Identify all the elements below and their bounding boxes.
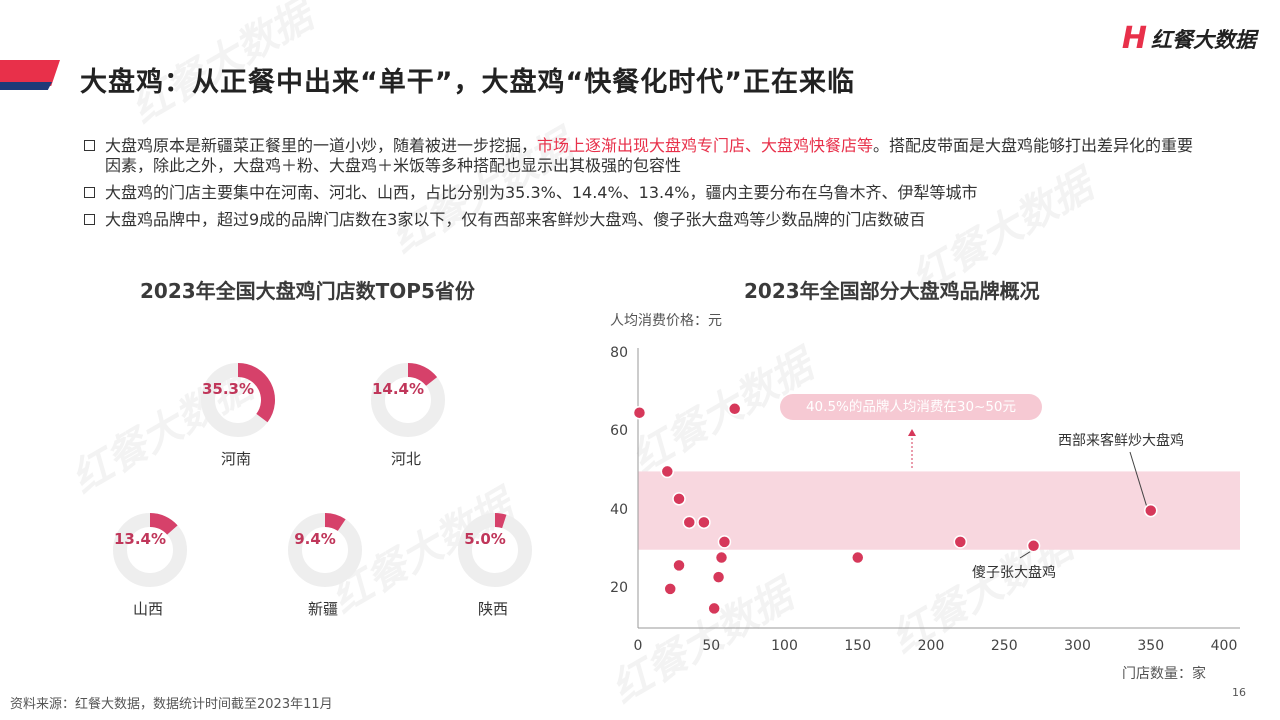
x-tick-label: 50	[702, 638, 721, 654]
scatter-section-title: 2023年全国部分大盘鸡品牌概况	[744, 279, 1040, 303]
scatter-point	[714, 550, 729, 565]
x-tick-label: 250	[990, 638, 1018, 654]
scatter-point	[727, 402, 742, 416]
donut-category-label: 河南	[220, 450, 251, 468]
page-number: 16	[1232, 686, 1246, 699]
scatter-point	[663, 582, 677, 596]
bullet-text: 大盘鸡原本是新疆菜正餐里的一道小炒，随着被进一步挖掘，市场上逐渐出现大盘鸡专门店…	[105, 136, 1194, 175]
donut-arc-0	[237, 363, 275, 423]
scatter-point	[711, 570, 726, 584]
scatter-point	[632, 405, 647, 420]
scatter-point	[697, 515, 711, 530]
band-label-pill: 40.5%的品牌人均消费在30~50元	[780, 394, 1042, 420]
scatter-point	[672, 558, 686, 573]
donut-arc-1	[407, 363, 438, 387]
donut-track	[288, 513, 362, 587]
y-tick-label: 80	[610, 345, 628, 361]
bullet-list: 大盘鸡原本是新疆菜正餐里的一道小炒，随着被进一步挖掘，市场上逐渐出现大盘鸡专门店…	[84, 136, 1204, 237]
bullet-text: 大盘鸡的门店主要集中在河南、河北、山西，占比分别为35.3%、14.4%、13.…	[105, 183, 978, 202]
bullet-item: 大盘鸡品牌中，超过9成的品牌门店数在3家以下，仅有西部来客鲜炒大盘鸡、傻子张大盘…	[84, 210, 1204, 230]
donut-arc-2	[149, 513, 178, 536]
page-title: 大盘鸡：从正餐中出来“单干”，大盘鸡“快餐化时代”正在来临	[80, 67, 855, 98]
y-axis-unit: 人均消费价格：元	[610, 313, 722, 329]
bullet-text: 大盘鸡品牌中，超过9成的品牌门店数在3家以下，仅有西部来客鲜炒大盘鸡、傻子张大盘…	[105, 210, 926, 229]
scatter-point	[672, 492, 686, 506]
annotation-leader-line	[1019, 550, 1032, 559]
checkbox-square-icon	[84, 140, 95, 151]
x-tick-label: 400	[1210, 638, 1238, 654]
scatter-point	[660, 464, 675, 479]
donut-value-label: 5.0%	[464, 530, 506, 548]
source-note: 资料来源：红餐大数据，数据统计时间截至2023年11月	[10, 697, 333, 712]
x-axis-unit: 门店数量：家	[1122, 666, 1206, 682]
x-tick-label: 200	[917, 638, 945, 654]
donut-charts	[113, 363, 532, 587]
donut-value-label: 13.4%	[113, 530, 167, 548]
donut-arc-3	[324, 513, 346, 532]
bullet-item: 大盘鸡原本是新疆菜正餐里的一道小炒，随着被进一步挖掘，市场上逐渐出现大盘鸡专门店…	[84, 136, 1204, 176]
donut-value-label: 35.3%	[201, 380, 255, 398]
donut-category-label: 河北	[390, 450, 421, 468]
donut-value-label: 14.4%	[371, 380, 425, 398]
x-tick-label: 150	[844, 638, 872, 654]
brand-name: 红餐大数据	[1151, 28, 1256, 52]
y-tick-label: 40	[610, 501, 628, 518]
donut-category-label: 陕西	[477, 600, 508, 618]
x-tick-label: 350	[1137, 638, 1165, 654]
checkbox-square-icon	[84, 214, 95, 225]
band-arrow-head	[908, 429, 916, 436]
scatter-point	[1144, 503, 1158, 518]
price-band	[638, 471, 1240, 550]
y-tick-label: 60	[610, 423, 628, 440]
donut-category-label: 山西	[132, 600, 163, 618]
checkbox-square-icon	[84, 187, 95, 198]
title-accent-blue	[0, 82, 52, 90]
donut-category-label: 新疆	[307, 600, 338, 618]
donut-arc-4	[494, 513, 507, 529]
bullet-item: 大盘鸡的门店主要集中在河南、河北、山西，占比分别为35.3%、14.4%、13.…	[84, 183, 1204, 203]
donut-track	[458, 513, 532, 587]
scatter-point	[953, 535, 968, 549]
scatter-point	[851, 550, 865, 565]
x-tick-label: 300	[1064, 638, 1091, 654]
annotation-xibulaike: 西部来客鲜炒大盘鸡	[1058, 433, 1184, 449]
scatter-point	[1026, 539, 1041, 553]
scatter-point	[707, 601, 721, 616]
x-tick-label: 0	[633, 638, 643, 654]
annotation-leader-line	[1129, 451, 1148, 507]
brand-mark-icon: H	[1121, 21, 1147, 56]
y-tick-label: 20	[610, 579, 628, 596]
donut-section-title: 2023年全国大盘鸡门店数TOP5省份	[140, 279, 475, 303]
brand-logo: H 红餐大数据	[1122, 24, 1256, 54]
x-tick-label: 100	[771, 638, 798, 654]
scatter-point	[682, 515, 697, 530]
scatter-point	[717, 535, 732, 549]
annotation-shazizhang: 傻子张大盘鸡	[972, 565, 1056, 581]
bullet-highlight: 市场上逐渐出现大盘鸡专门店、大盘鸡快餐店等	[537, 136, 874, 155]
donut-value-label: 9.4%	[294, 530, 336, 548]
